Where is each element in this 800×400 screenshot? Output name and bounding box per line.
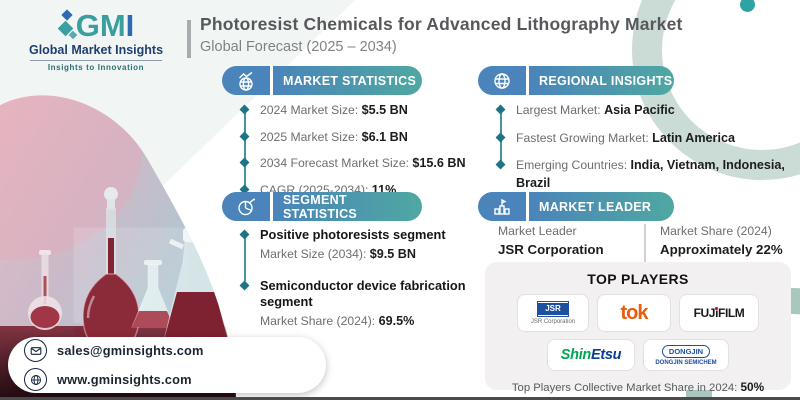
envelope-icon <box>24 339 47 362</box>
top-players-heading: TOP PLAYERS <box>587 271 689 287</box>
segment-statistics-banner: SEGMENT STATISTICS <box>222 192 422 221</box>
gmi-logo-name: Global Market Insights <box>28 43 164 57</box>
gmi-logo-divider <box>30 60 162 61</box>
regional-insights-banner: REGIONAL INSIGHTS <box>478 66 674 95</box>
stat-item: 2024 Market Size: $5.5 BN <box>239 102 490 120</box>
bullet-diamond-icon <box>239 131 250 142</box>
gmi-initials: GMI <box>75 7 135 43</box>
segment-item: Semiconductor device fabrication segment… <box>239 278 478 331</box>
market-leader-banner: MARKET LEADER <box>478 192 674 221</box>
gmi-logo: GMI Global Market Insights Insights to I… <box>16 8 176 72</box>
top-players-card: TOP PLAYERS JSR JSR Corporation tok FUJ i… <box>485 262 791 394</box>
segment-statistics-heading: SEGMENT STATISTICS <box>273 192 422 221</box>
stat-item: 2034 Forecast Market Size: $15.6 BN <box>239 155 490 173</box>
top-players-footer: Top Players Collective Market Share in 2… <box>511 380 765 394</box>
market-leader-heading: MARKET LEADER <box>529 192 674 221</box>
bullet-diamond-icon <box>239 104 250 115</box>
globe-icon <box>478 66 529 95</box>
gmi-diamonds-icon <box>57 8 77 42</box>
bullet-diamond-icon <box>495 159 506 170</box>
market-leader-info: Market Leader JSR Corporation Market Sha… <box>498 224 794 264</box>
market-statistics-banner: MARKET STATISTICS <box>222 66 422 95</box>
decorative-dot-top-right <box>740 0 755 12</box>
timeline-line <box>244 235 246 281</box>
bullet-diamond-icon <box>239 229 250 240</box>
region-item: Largest Market: Asia Pacific <box>495 102 800 120</box>
globe-icon <box>24 368 47 391</box>
regional-insights-heading: REGIONAL INSIGHTS <box>529 66 674 95</box>
fujifilm-logo: FUJ i FILM <box>679 294 759 332</box>
segment-statistics-list: Positive photoresists segment Market Siz… <box>239 227 478 344</box>
region-item: Emerging Countries: India, Vietnam, Indo… <box>495 157 800 192</box>
tok-logo: tok <box>597 294 671 332</box>
vertical-divider <box>644 224 646 264</box>
title-accent-bar <box>187 20 191 58</box>
dongjin-logo: DONGJIN DONGJIN SEMICHEM <box>643 339 729 371</box>
region-item: Fastest Growing Market: Latin America <box>495 130 800 148</box>
regional-insights-list: Largest Market: Asia Pacific Fastest Gro… <box>495 102 800 203</box>
podium-icon <box>478 192 529 221</box>
contact-card: sales@gminsights.com www.gminsights.com <box>8 337 326 393</box>
page-subtitle: Global Forecast (2025 – 2034) <box>200 39 397 55</box>
bullet-diamond-icon <box>239 280 250 291</box>
pie-chart-icon <box>222 192 273 221</box>
globe-chart-icon <box>222 66 273 95</box>
jsr-logo: JSR JSR Corporation <box>517 294 589 332</box>
market-statistics-list: 2024 Market Size: $5.5 BN 2025 Market Si… <box>239 102 490 209</box>
leader-value: JSR Corporation <box>498 242 604 257</box>
leader-label: Market Leader <box>498 224 577 238</box>
bottom-border <box>0 397 800 400</box>
contact-email[interactable]: sales@gminsights.com <box>24 339 326 362</box>
gmi-logo-tagline: Insights to Innovation <box>47 63 145 72</box>
bullet-diamond-icon <box>495 132 506 143</box>
segment-item: Positive photoresists segment Market Siz… <box>239 227 478 264</box>
share-value: Approximately 22% <box>660 242 783 257</box>
shinetsu-logo: ShinEtsu <box>547 339 635 371</box>
bullet-diamond-icon <box>495 104 506 115</box>
bullet-diamond-icon <box>239 157 250 168</box>
share-label: Market Share (2024) <box>660 224 772 238</box>
stat-item: 2025 Market Size: $6.1 BN <box>239 129 490 147</box>
market-statistics-heading: MARKET STATISTICS <box>273 66 422 95</box>
timeline-line <box>244 110 246 186</box>
page-title: Photoresist Chemicals for Advanced Litho… <box>200 14 683 34</box>
contact-website[interactable]: www.gminsights.com <box>24 368 326 391</box>
